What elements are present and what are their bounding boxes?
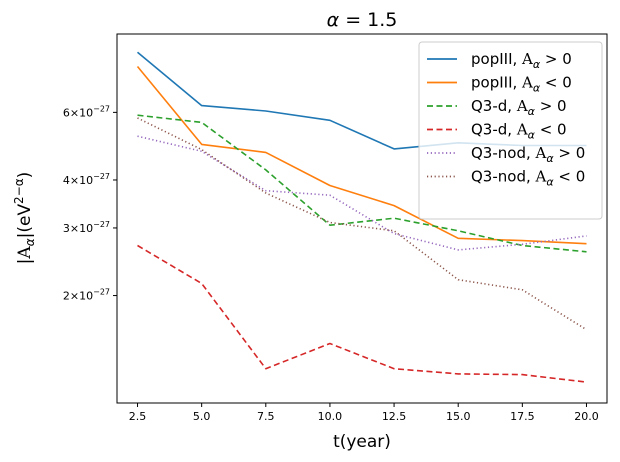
y-tick-label: 4×10−27 — [63, 172, 110, 187]
series-line-3 — [137, 114, 587, 253]
series-line-2 — [136, 65, 587, 245]
x-tick-label: 10.0 — [318, 410, 343, 423]
series-line-6 — [137, 117, 587, 331]
legend-entry-label: Q3-d, Aα < 0 — [471, 121, 567, 142]
x-tick-label: 17.5 — [510, 410, 535, 423]
x-axis-ticks: 2.5 5.0 7.5 10.0 12.5 15.0 17.5 20.0 — [129, 403, 599, 423]
y-tick-label: 3×10−27 — [63, 220, 110, 235]
series-line-5 — [137, 135, 587, 251]
y-tick-label: 2×10−27 — [63, 288, 110, 303]
legend: popIII, Aα > 0 popIII, Aα < 0Q3-d, Aα > 0… — [418, 41, 603, 220]
plot-frame — [116, 33, 608, 404]
legend-entry-label: Q3-nod, Aα < 0 — [471, 168, 585, 189]
x-tick-label: 5.0 — [193, 410, 211, 423]
legend-entry-label: popIII, Aα < 0 — [471, 74, 572, 95]
legend-entry-label: popIII, Aα > 0 — [471, 50, 572, 71]
legend-box — [418, 41, 603, 220]
y-axis-ticks: 2×10−27 3×10−27 4×10−27 6×10−27 — [63, 104, 117, 303]
legend-entry-label: Q3-nod, Aα > 0 — [471, 144, 585, 165]
x-tick-label: 2.5 — [129, 410, 147, 423]
legend-entry-label: Q3-d, Aα > 0 — [471, 97, 567, 118]
x-tick-label: 12.5 — [382, 410, 407, 423]
y-axis-label: |Aα|(eV2−α) — [12, 172, 37, 265]
x-tick-label: 20.0 — [574, 410, 599, 423]
x-tick-label: 7.5 — [257, 410, 275, 423]
y-tick-label: 6×10−27 — [63, 104, 110, 119]
x-axis-label: t(year) — [333, 432, 391, 452]
x-tick-label: 15.0 — [446, 410, 471, 423]
chart-title: α = 1.5 — [327, 9, 398, 31]
